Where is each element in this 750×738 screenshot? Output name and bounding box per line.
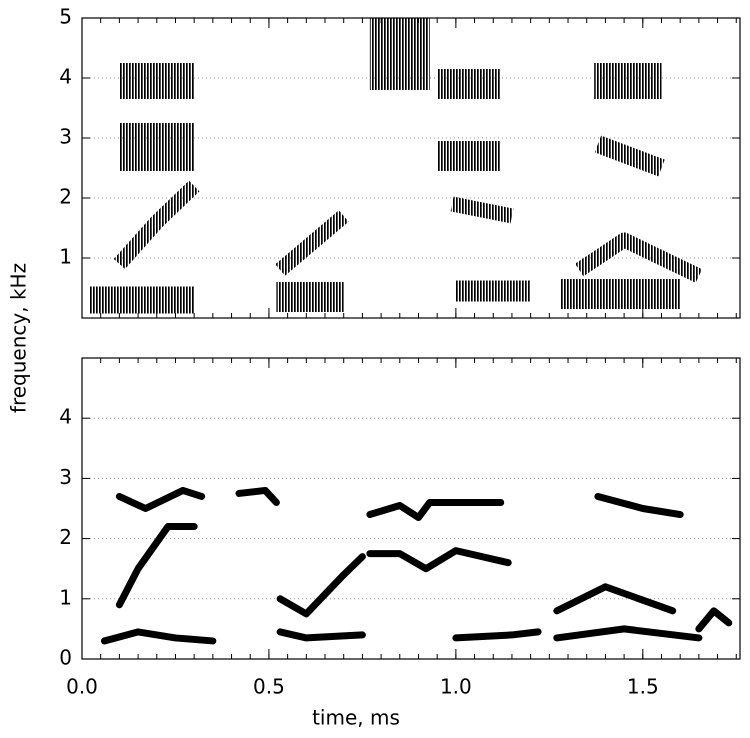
y-tick-label: 3 (59, 465, 72, 489)
energy-band (275, 210, 349, 276)
formant-track (452, 628, 542, 642)
y-tick-label: 4 (59, 65, 72, 89)
x-axis-label: time, ms (312, 706, 400, 730)
formant-track (553, 625, 703, 642)
y-tick-label: 1 (59, 585, 72, 609)
formant-track (276, 553, 366, 618)
y-tick-label: 0 (59, 646, 72, 670)
formant-track (276, 628, 366, 642)
formant-track (115, 523, 198, 609)
y-tick-label: 2 (59, 185, 72, 209)
x-tick-label: 0.0 (66, 675, 98, 699)
energy-band (113, 180, 200, 269)
x-tick-label: 1.5 (627, 675, 659, 699)
energy-band (575, 232, 703, 283)
energy-band (594, 135, 665, 177)
y-tick-label: 3 (59, 125, 72, 149)
plot-frame (81, 357, 741, 660)
y-tick-label: 4 (59, 405, 72, 429)
formant-track (553, 583, 677, 615)
y-tick-label: 1 (59, 245, 72, 269)
y-axis-label: frequency, kHz (7, 263, 31, 413)
x-tick-label: 1.0 (440, 675, 472, 699)
formant-track (115, 486, 206, 512)
energy-band (450, 196, 514, 224)
formant-track (366, 498, 505, 522)
formant-track (366, 547, 512, 573)
formant-track (695, 607, 733, 633)
x-tick-label: 0.5 (253, 675, 285, 699)
formant-track (100, 628, 217, 645)
y-tick-label: 5 (59, 5, 72, 29)
formant-track (235, 486, 280, 506)
formant-track (594, 492, 684, 519)
y-tick-label: 2 (59, 525, 72, 549)
